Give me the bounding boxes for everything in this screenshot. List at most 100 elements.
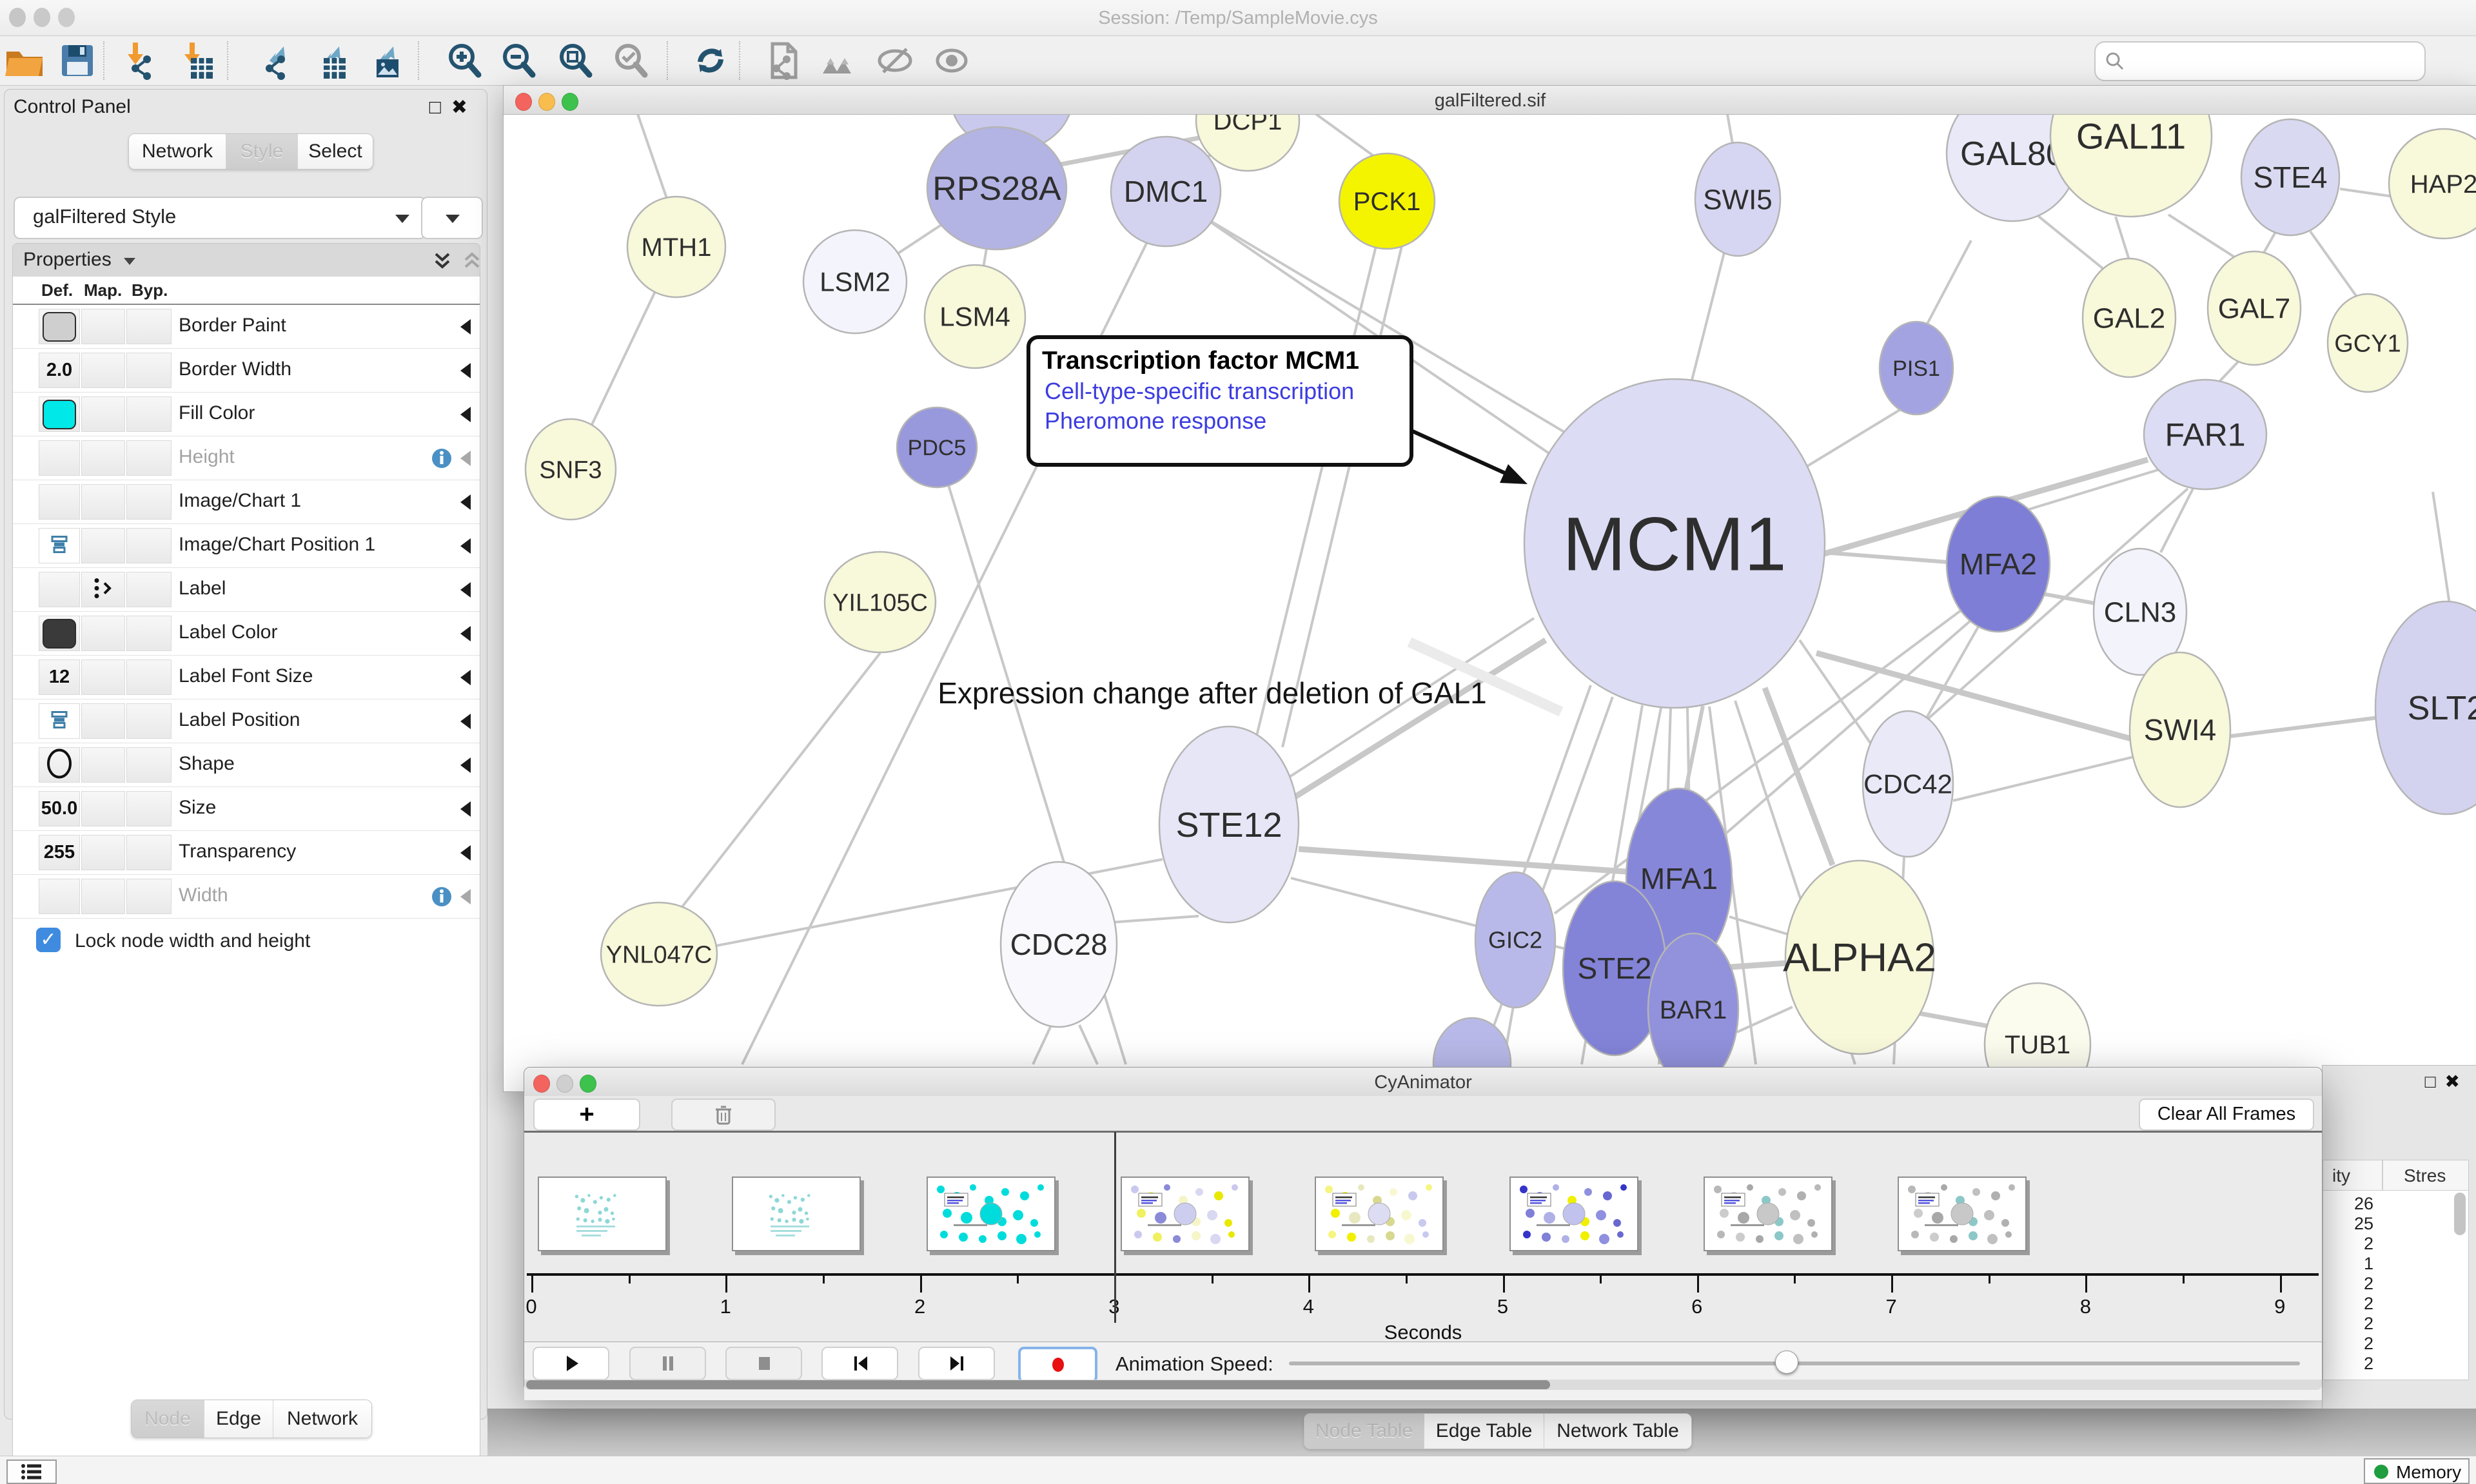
map-cell[interactable] [81,703,125,739]
export-image-icon[interactable] [365,40,406,81]
table-cell-value[interactable]: 26 [2353,1194,2373,1213]
info-icon[interactable] [431,447,453,469]
network-edge[interactable] [2230,716,2379,738]
network-edge[interactable] [1925,240,1972,327]
network-edge[interactable] [1952,755,2137,802]
expand-row-arrow-icon[interactable] [460,845,471,861]
property-row-height[interactable]: Height [13,436,480,480]
byp-cell[interactable] [126,659,172,695]
frame-thumbnail-4[interactable] [1315,1176,1444,1251]
table-cell-value[interactable]: 2 [2363,1274,2373,1293]
network-node-gal11[interactable]: GAL11 [2049,115,2213,218]
map-cell[interactable] [81,396,125,432]
byp-cell[interactable] [126,835,172,870]
network-node-hap2[interactable]: HAP2 [2388,128,2476,240]
expand-row-arrow-icon[interactable] [460,757,471,773]
network-node-snf3[interactable]: SNF3 [524,418,617,521]
network-node-pis1[interactable]: PIS1 [1878,320,1954,416]
skip-end-button[interactable] [918,1347,995,1380]
network-node-gal2[interactable]: GAL2 [2081,257,2177,378]
network-edge[interactable] [678,652,881,912]
window-zoom-icon[interactable] [58,8,75,27]
network-node-dmc1[interactable]: DMC1 [1110,135,1222,248]
network-node-bar1[interactable]: BAR1 [1647,932,1740,1087]
close-window-icon[interactable] [533,1075,550,1093]
frame-thumbnail-2[interactable] [926,1176,1056,1251]
expand-row-arrow-icon[interactable] [460,714,471,729]
network-node-swi5[interactable]: SWI5 [1694,141,1782,257]
map-cell[interactable] [81,879,125,914]
network-edge[interactable] [1729,915,1794,937]
network-node-mth1[interactable]: MTH1 [626,195,727,298]
network-node-ste4[interactable]: STE4 [2240,118,2341,237]
hide-selected-icon[interactable] [874,40,916,81]
column-header-stress[interactable]: Stres [2404,1166,2446,1186]
column-header-ity[interactable]: ity [2332,1166,2350,1186]
table-cell-value[interactable]: 1 [2363,1254,2373,1273]
map-cell[interactable] [81,309,125,344]
network-edge[interactable] [2432,491,2451,605]
position-icon[interactable] [48,708,70,734]
expand-row-arrow-icon[interactable] [460,407,471,422]
network-edge[interactable] [1255,200,1388,736]
scrollbar-thumb[interactable] [526,1380,1550,1389]
tab-node-table[interactable]: Node Table [1304,1414,1424,1449]
network-edge[interactable] [1806,407,1904,467]
network-window-titlebar[interactable]: galFiltered.sif [504,86,2476,115]
window-minimize-icon[interactable] [34,8,50,27]
network-edge[interactable] [1407,637,1564,717]
network-edge[interactable] [1186,206,1588,447]
byp-cell[interactable] [126,703,172,739]
close-panel-icon[interactable]: ✖ [451,97,478,118]
network-edge[interactable] [1281,210,1411,748]
annotation-link-1[interactable]: Cell-type-specific transcription [1045,378,1355,404]
skip-start-button[interactable] [821,1347,898,1380]
network-node-swi4[interactable]: SWI4 [2128,651,2232,808]
first-neighbors-icon[interactable] [818,40,859,81]
network-canvas[interactable]: RPS28BDCP1RPS28ADMC1PCK1MTH1LSM2LSM4SWI5… [504,115,2476,1091]
def-cell[interactable] [39,528,80,563]
default-value[interactable]: 50.0 [41,798,78,819]
annotation-link-2[interactable]: Pheromone response [1045,407,1267,434]
property-row-image-chart-1[interactable]: Image/Chart 1 [13,480,480,524]
network-edge[interactable] [1798,639,1872,745]
def-cell[interactable] [39,572,80,607]
byp-cell[interactable] [126,616,172,651]
byp-cell[interactable] [126,572,172,607]
tab-node[interactable]: Node [132,1400,204,1438]
expand-row-arrow-icon[interactable] [460,626,471,641]
property-row-label-position[interactable]: Label Position [13,699,480,743]
expand-row-arrow-icon[interactable] [460,582,471,598]
table-cell-value[interactable]: 2 [2363,1294,2373,1313]
property-row-image-chart-position-1[interactable]: Image/Chart Position 1 [13,524,480,568]
byp-cell[interactable] [126,396,172,432]
zoom-selected-icon[interactable] [611,40,653,81]
ellipse-icon[interactable] [45,748,74,782]
network-edge[interactable] [1164,190,1562,463]
network-edge[interactable] [1032,1025,1052,1065]
column-divider[interactable] [2382,1160,2383,1190]
tab-network-table[interactable]: Network Table [1544,1414,1691,1449]
network-node-cdc28[interactable]: CDC28 [999,861,1118,1028]
export-network-icon[interactable] [255,40,297,81]
network-edge[interactable] [1100,915,1199,924]
byp-cell[interactable] [126,484,172,520]
byp-cell[interactable] [126,791,172,826]
network-edge[interactable] [1919,1011,1990,1029]
property-row-label-color[interactable]: Label Color [13,612,480,656]
save-icon[interactable] [57,40,98,81]
byp-cell[interactable] [126,747,172,783]
zoom-window-icon[interactable] [562,93,578,111]
network-edge[interactable] [2167,213,2238,260]
table-vertical-scrollbar[interactable] [2454,1193,2466,1235]
network-edge[interactable] [1926,487,2189,721]
expand-row-arrow-icon[interactable] [460,319,471,335]
network-node-gic2[interactable]: GIC2 [1474,871,1557,1009]
tab-network[interactable]: Network [273,1400,371,1438]
network-node-gal80[interactable]: GAL80 [1945,115,2079,222]
network-edge[interactable] [1522,685,1592,875]
import-network-icon[interactable] [121,40,162,81]
tab-edge-table[interactable]: Edge Table [1424,1414,1544,1449]
tab-select[interactable]: Select [298,134,373,169]
table-cell-value[interactable]: 2 [2363,1354,2373,1373]
